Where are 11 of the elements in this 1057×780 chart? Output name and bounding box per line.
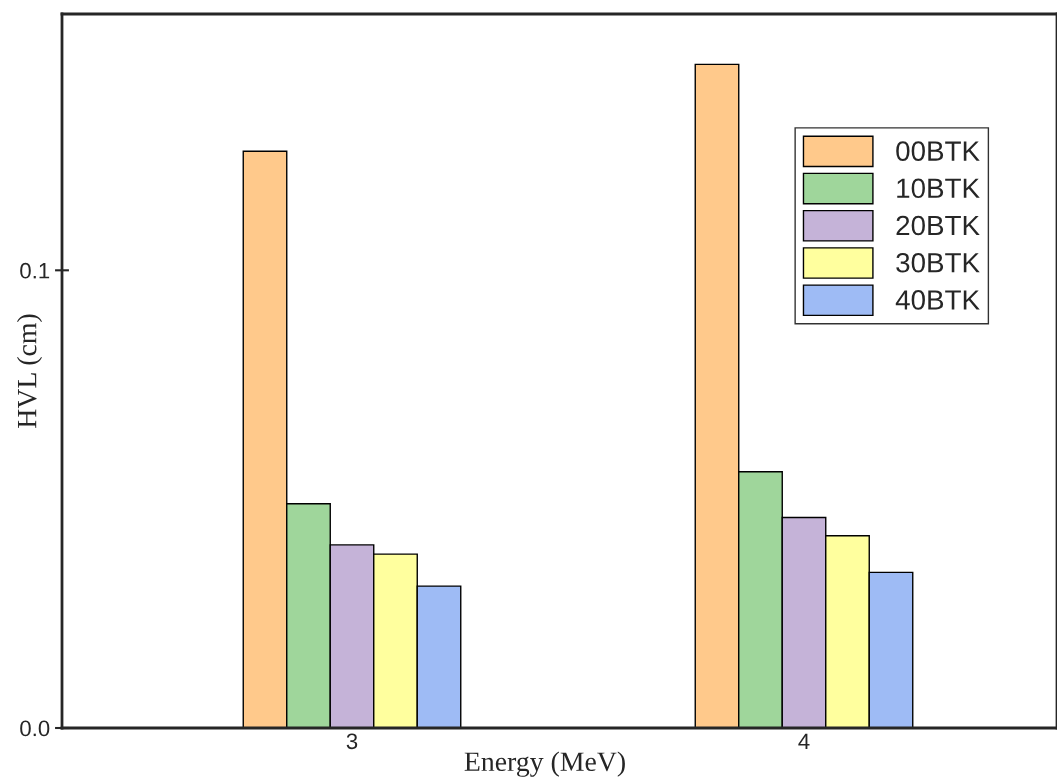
legend-label: 20BTK	[896, 215, 980, 236]
x-axis-title: Energy (MeV)	[464, 751, 625, 777]
y-tick-label: 0.1	[20, 262, 50, 279]
y-axis-title: HVL (cm)	[16, 314, 43, 428]
legend-label: 10BTK	[897, 178, 980, 199]
x-tick-label: 4	[798, 733, 810, 749]
legend-label: 30BTK	[896, 252, 980, 273]
y-tick-label: 0.0	[20, 720, 50, 737]
x-tick-label: 3	[346, 733, 358, 750]
legend-label: 00BTK	[896, 141, 980, 161]
legend-label: 40BTK	[895, 290, 980, 310]
